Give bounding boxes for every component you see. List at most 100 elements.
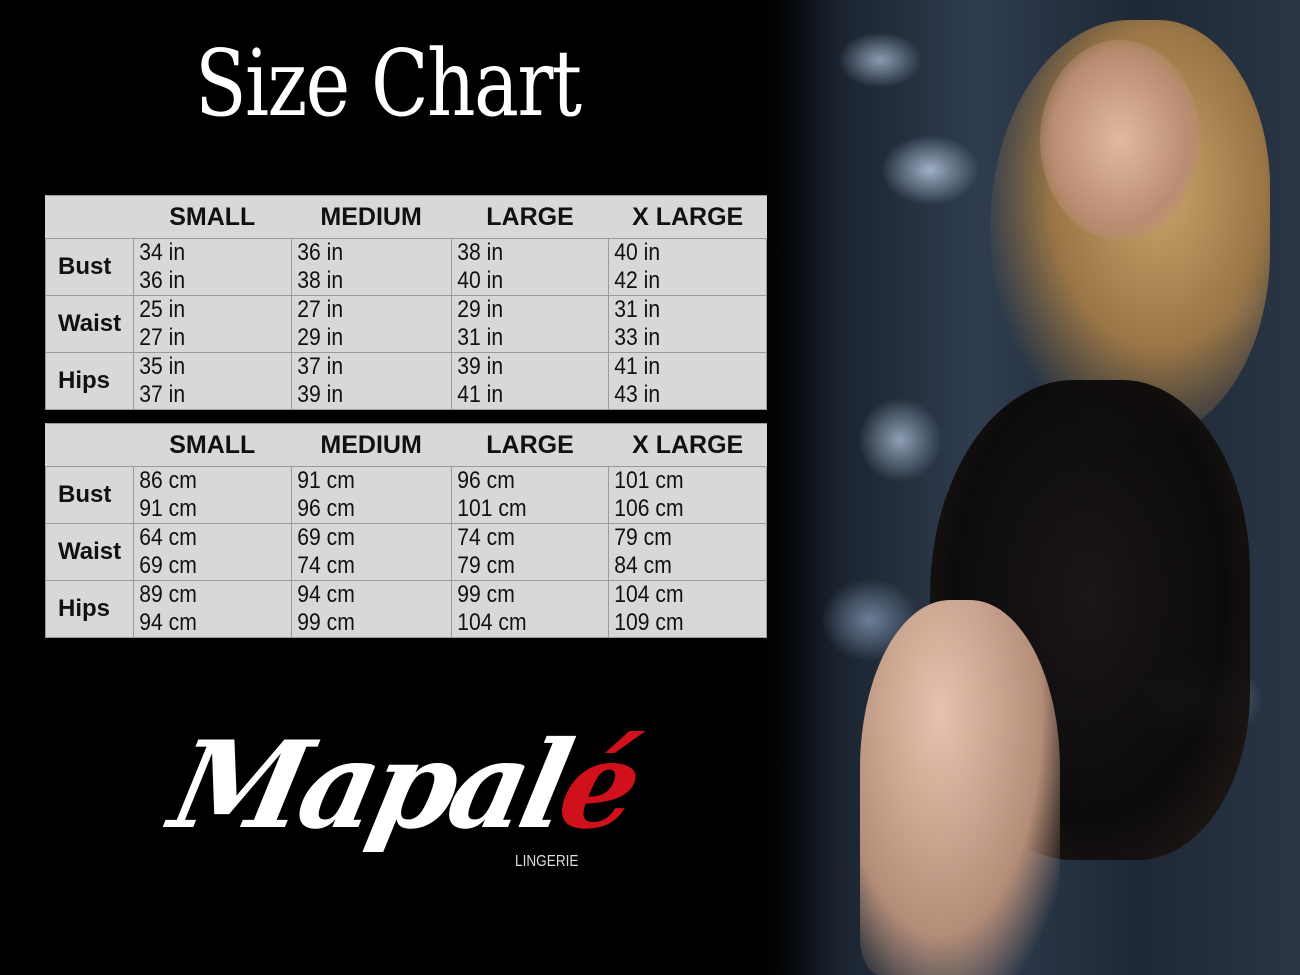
- size-range-cell: 91 cm96 cm: [290, 466, 452, 524]
- size-range-cell: 41 in43 in: [608, 352, 767, 410]
- max-value: 74 cm: [296, 552, 355, 579]
- min-value: 69 cm: [296, 524, 355, 551]
- min-value: 79 cm: [614, 524, 673, 551]
- corner-cell: [45, 423, 134, 467]
- min-value: 34 in: [139, 239, 186, 266]
- max-value: 99 cm: [296, 609, 355, 636]
- row-label: Bust: [45, 466, 134, 524]
- table-row: Hips 89 cm94 cm 94 cm99 cm 99 cm104 cm 104 c…: [45, 580, 767, 638]
- max-value: 106 cm: [614, 495, 684, 522]
- size-range-cell: 31 in33 in: [608, 295, 767, 353]
- min-value: 29 in: [456, 296, 503, 323]
- max-value: 91 cm: [139, 495, 197, 522]
- min-value: 96 cm: [456, 467, 515, 494]
- size-range-cell: 25 in27 in: [133, 295, 292, 353]
- max-value: 39 in: [296, 381, 343, 408]
- size-range-cell: 86 cm91 cm: [133, 466, 292, 524]
- min-value: 86 cm: [139, 467, 197, 494]
- size-range-cell: 64 cm69 cm: [133, 523, 292, 581]
- size-range-cell: 69 cm74 cm: [290, 523, 452, 581]
- size-table-cm: SMALL MEDIUM LARGE X LARGE Bust 86 cm91 cm 91 …: [45, 423, 767, 638]
- table-row: Waist 25 in27 in 27 in29 in 29 in31 in 31 in…: [45, 295, 767, 353]
- table-row: Bust 34 in36 in 36 in38 in 38 in40 in 40 in4…: [45, 238, 767, 296]
- max-value: 69 cm: [139, 552, 197, 579]
- header-row: SMALL MEDIUM LARGE X LARGE: [45, 423, 767, 467]
- max-value: 109 cm: [614, 609, 684, 636]
- size-range-cell: 89 cm94 cm: [133, 580, 292, 638]
- size-range-cell: 39 in41 in: [450, 352, 610, 410]
- size-range-cell: 37 in39 in: [290, 352, 452, 410]
- corner-cell: [45, 195, 134, 239]
- min-value: 27 in: [296, 296, 343, 323]
- row-label: Hips: [45, 352, 134, 410]
- model-face: [1040, 40, 1200, 240]
- min-value: 64 cm: [139, 524, 197, 551]
- size-range-cell: 79 cm84 cm: [608, 523, 767, 581]
- logo-text: Mapal: [160, 715, 578, 856]
- max-value: 94 cm: [139, 609, 197, 636]
- model-legs: [860, 600, 1060, 975]
- min-value: 41 in: [614, 353, 661, 380]
- size-header: MEDIUM: [291, 423, 452, 467]
- brand-tagline: LINGERIE: [515, 853, 579, 870]
- min-value: 38 in: [456, 239, 503, 266]
- size-range-cell: 94 cm99 cm: [290, 580, 452, 638]
- size-range-cell: 99 cm104 cm: [450, 580, 610, 638]
- row-label: Bust: [45, 238, 134, 296]
- min-value: 37 in: [296, 353, 343, 380]
- min-value: 94 cm: [296, 581, 355, 608]
- max-value: 79 cm: [456, 552, 515, 579]
- min-value: 25 in: [139, 296, 186, 323]
- size-header: MEDIUM: [291, 195, 452, 239]
- size-range-cell: 101 cm106 cm: [608, 466, 767, 524]
- row-label: Waist: [45, 523, 134, 581]
- max-value: 42 in: [614, 267, 661, 294]
- table-row: Hips 35 in37 in 37 in39 in 39 in41 in 41 in4…: [45, 352, 767, 410]
- size-header: X LARGE: [608, 195, 767, 239]
- size-range-cell: 104 cm109 cm: [608, 580, 767, 638]
- max-value: 84 cm: [614, 552, 673, 579]
- size-header: LARGE: [451, 195, 609, 239]
- header-row: SMALL MEDIUM LARGE X LARGE: [45, 195, 767, 239]
- size-table-inches: SMALL MEDIUM LARGE X LARGE Bust 34 in36 in 36 …: [45, 195, 767, 410]
- min-value: 35 in: [139, 353, 186, 380]
- brand-logo: Mapalé: [160, 715, 648, 856]
- max-value: 33 in: [614, 324, 661, 351]
- max-value: 27 in: [139, 324, 186, 351]
- table-row: Bust 86 cm91 cm 91 cm96 cm 96 cm101 cm 101 c…: [45, 466, 767, 524]
- size-range-cell: 40 in42 in: [608, 238, 767, 296]
- max-value: 38 in: [296, 267, 343, 294]
- max-value: 101 cm: [456, 495, 527, 522]
- max-value: 43 in: [614, 381, 661, 408]
- max-value: 29 in: [296, 324, 343, 351]
- size-range-cell: 29 in31 in: [450, 295, 610, 353]
- row-label: Waist: [45, 295, 134, 353]
- min-value: 39 in: [456, 353, 503, 380]
- max-value: 96 cm: [296, 495, 355, 522]
- max-value: 41 in: [456, 381, 503, 408]
- min-value: 104 cm: [614, 581, 684, 608]
- max-value: 31 in: [456, 324, 503, 351]
- size-range-cell: 27 in29 in: [290, 295, 452, 353]
- size-range-cell: 38 in40 in: [450, 238, 610, 296]
- min-value: 91 cm: [296, 467, 355, 494]
- max-value: 104 cm: [456, 609, 527, 636]
- min-value: 40 in: [614, 239, 661, 266]
- size-header: LARGE: [451, 423, 609, 467]
- min-value: 74 cm: [456, 524, 515, 551]
- max-value: 37 in: [139, 381, 186, 408]
- page-title: Size Chart: [195, 30, 582, 137]
- size-range-cell: 96 cm101 cm: [450, 466, 610, 524]
- min-value: 31 in: [614, 296, 661, 323]
- max-value: 40 in: [456, 267, 503, 294]
- min-value: 36 in: [296, 239, 343, 266]
- size-header: SMALL: [133, 423, 292, 467]
- size-header: SMALL: [133, 195, 292, 239]
- max-value: 36 in: [139, 267, 186, 294]
- min-value: 101 cm: [614, 467, 684, 494]
- size-header: X LARGE: [608, 423, 767, 467]
- size-range-cell: 36 in38 in: [290, 238, 452, 296]
- row-label: Hips: [45, 580, 134, 638]
- min-value: 99 cm: [456, 581, 515, 608]
- size-range-cell: 74 cm79 cm: [450, 523, 610, 581]
